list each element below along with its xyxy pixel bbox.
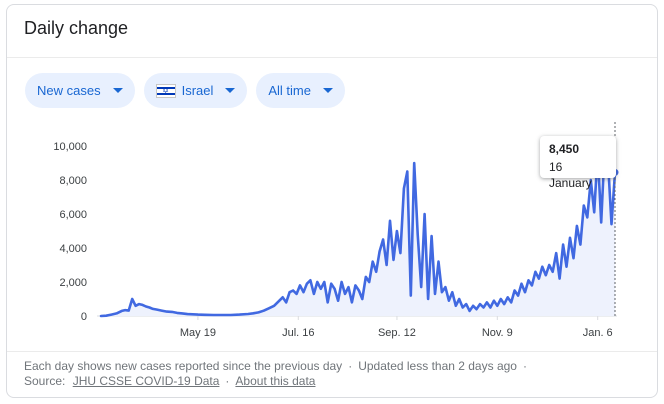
period-dropdown-label: All time <box>268 83 311 98</box>
x-tick-label: Sep. 12 <box>378 327 416 339</box>
footer-description: Each day shows new cases reported since … <box>24 359 343 373</box>
y-tick-label: 10,000 <box>53 141 87 153</box>
about-data-link[interactable]: About this data <box>235 374 316 388</box>
tooltip-value: 8,450 <box>549 142 580 156</box>
metric-dropdown[interactable]: New cases <box>25 73 135 108</box>
series-area <box>101 149 615 316</box>
region-dropdown-label: Israel <box>181 83 214 98</box>
caret-down-icon <box>225 88 236 93</box>
caret-down-icon <box>323 88 333 93</box>
footer-updated: Updated less than 2 days ago <box>358 359 517 373</box>
footer-source-label: Source: <box>24 374 66 388</box>
x-tick-label: Jan. 6 <box>583 327 613 339</box>
daily-change-card: Daily change New cases ✡ Israel All time… <box>6 4 658 398</box>
footer-line-2: Source: JHU CSSE COVID-19 Data · About thi… <box>24 374 316 388</box>
region-dropdown[interactable]: ✡ Israel <box>143 73 248 108</box>
footer: Each day shows new cases reported since … <box>24 359 533 389</box>
period-dropdown[interactable]: All time <box>256 73 345 108</box>
chart-area[interactable]: 0 2,000 4,000 6,000 8,000 10,000 May 19 Jul. 16… <box>7 120 658 352</box>
y-tick-label: 4,000 <box>59 243 87 255</box>
filter-chips: New cases ✡ Israel All time <box>25 73 345 108</box>
x-tick-label: May 19 <box>180 327 216 339</box>
israel-flag-icon: ✡ <box>155 83 176 98</box>
y-tick-label: 0 <box>81 311 87 323</box>
header-divider <box>7 57 657 58</box>
y-tick-label: 6,000 <box>59 209 87 221</box>
source-link[interactable]: JHU CSSE COVID-19 Data <box>72 374 220 388</box>
x-tick-label: Nov. 9 <box>482 327 513 339</box>
footer-line-1: Each day shows new cases reported since … <box>24 359 527 373</box>
y-tick-label: 2,000 <box>59 277 87 289</box>
chart-tooltip: 8,450 16 January <box>540 136 616 190</box>
tooltip-date: 16 January <box>549 160 592 190</box>
x-tick-label: Jul. 16 <box>282 327 314 339</box>
footer-divider <box>7 351 657 352</box>
metric-dropdown-label: New cases <box>37 83 101 98</box>
caret-down-icon <box>112 88 123 93</box>
series-line <box>99 148 617 318</box>
daily-cases-chart[interactable]: 0 2,000 4,000 6,000 8,000 10,000 May 19 Jul. 16… <box>7 120 658 352</box>
card-title: Daily change <box>24 18 129 38</box>
y-tick-label: 8,000 <box>59 175 87 187</box>
